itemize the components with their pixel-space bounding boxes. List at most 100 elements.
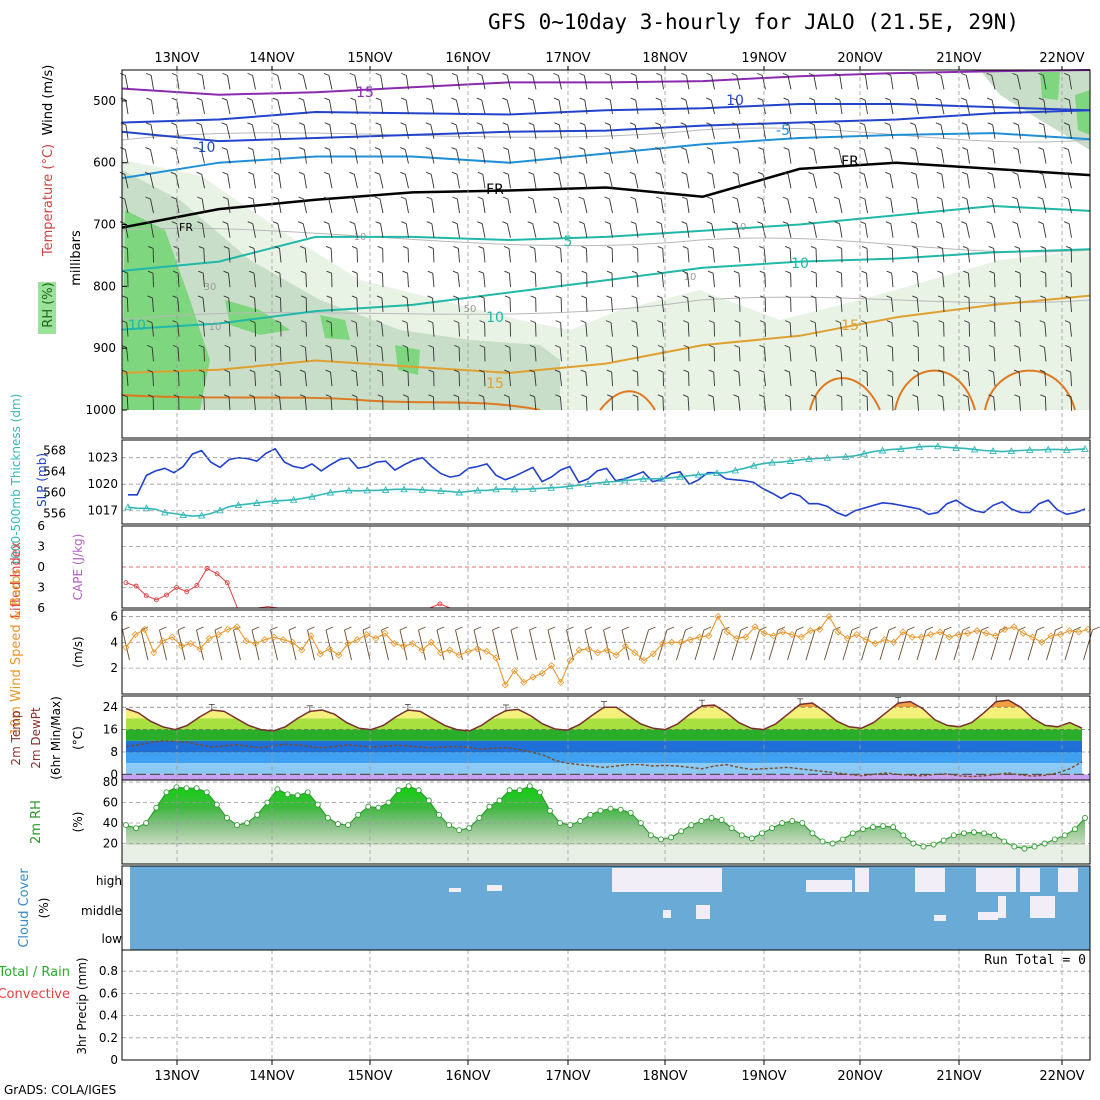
wind-barb (864, 223, 868, 238)
wind-barb (400, 122, 406, 126)
wind-barb (938, 369, 944, 373)
wind-barb (915, 223, 919, 238)
wind-barb (172, 344, 179, 348)
wind-barb (304, 396, 307, 411)
wind-barb (762, 124, 766, 139)
wind-barb (1012, 171, 1018, 175)
wind-barb (436, 626, 445, 631)
wind-barb (302, 223, 307, 238)
rh-point (1031, 843, 1038, 850)
wind-barb (917, 322, 919, 337)
wind-speed-point (251, 640, 260, 648)
wind-barb (150, 149, 154, 164)
wind-barb (762, 149, 766, 164)
wind-barb (685, 626, 693, 631)
wind-barb (686, 198, 690, 214)
precip-tick: 0.8 (99, 964, 118, 978)
wind-barb (940, 223, 945, 238)
thickness-point (400, 485, 408, 493)
wind-barb (988, 369, 994, 373)
wind-barb (534, 248, 537, 263)
wind-speed-point (288, 638, 297, 646)
wind-barb (553, 221, 559, 225)
wind-barb (305, 273, 307, 288)
wind-barb (733, 369, 739, 373)
wind-barb (731, 221, 738, 225)
wind-barb (813, 75, 817, 90)
wind-barb (993, 372, 996, 387)
wind-barb (839, 75, 843, 90)
wind-barb (199, 369, 205, 373)
wind-barb (145, 196, 151, 200)
wind-barb (399, 629, 408, 661)
wind-barb (813, 100, 817, 115)
thickness-point (713, 469, 721, 477)
precip-tick: 0.6 (99, 986, 118, 1000)
wind-barb (682, 295, 688, 299)
wind-barb (248, 171, 254, 175)
wind-barb (477, 221, 483, 225)
precip-tick: 0.2 (99, 1031, 118, 1045)
wind-barb (473, 626, 482, 631)
wind-barb (482, 174, 486, 189)
wind-speed-point (825, 612, 833, 621)
wind-barb (223, 394, 230, 398)
rh-tick: 80 (103, 775, 118, 789)
wind-barb (329, 100, 333, 115)
rh-point (950, 832, 957, 839)
wind-barb (865, 322, 868, 337)
wind-barb (221, 147, 228, 150)
wind-barb (759, 270, 765, 274)
wind-barb (405, 124, 409, 139)
wind-barb (655, 122, 661, 126)
wind-barb (1013, 344, 1020, 348)
wind-barb (662, 248, 664, 263)
wind-barb (810, 320, 816, 324)
wind-barb (149, 174, 154, 189)
wind-barb (270, 626, 278, 631)
wind-barb (553, 196, 559, 200)
rh-point (809, 830, 816, 837)
wind-speed-point (723, 628, 731, 636)
wind-barb (963, 270, 969, 274)
lifted-tick: 6 (37, 601, 45, 615)
rh-contour-label: 10 (354, 232, 367, 243)
wind-barb (886, 295, 892, 299)
wind-barb (835, 344, 841, 348)
wind-barb (430, 100, 435, 115)
wind-barb (685, 149, 690, 164)
wind-barb (885, 221, 892, 225)
wind-barb (604, 122, 611, 126)
cloud-level-middle: middle (81, 904, 122, 918)
wind-barb (432, 322, 435, 337)
wind-speed-point (1001, 625, 1009, 633)
wind-barb (427, 320, 434, 324)
wind-barb (150, 124, 154, 139)
thickness-point (271, 496, 279, 504)
wind-barb (864, 75, 868, 90)
wind-barb (630, 221, 637, 225)
thickness-point (915, 442, 924, 450)
wind-barb (738, 347, 741, 362)
wind-barb (227, 174, 231, 189)
wind-tick: 4 (110, 635, 118, 649)
rh-point (173, 784, 180, 791)
wind-barb (176, 100, 180, 115)
rh-point (405, 783, 412, 790)
wind-barb (150, 100, 154, 115)
isotherm-line (599, 390, 656, 411)
wind-barb (197, 72, 203, 76)
cloud-clear-block (1020, 868, 1040, 892)
wind-barb (783, 171, 789, 175)
pressure-tick: 500 (93, 94, 116, 108)
wind-barb (968, 297, 970, 312)
thickness-point (437, 486, 445, 494)
wind-barb (253, 396, 256, 411)
wind-barb (380, 124, 384, 139)
wind-barb (196, 97, 202, 101)
wind-barb (860, 72, 866, 76)
wind-barb (936, 147, 942, 150)
cloud-clear-block (978, 912, 998, 920)
isotherm-line (121, 103, 1091, 124)
wind-barb (941, 174, 945, 189)
